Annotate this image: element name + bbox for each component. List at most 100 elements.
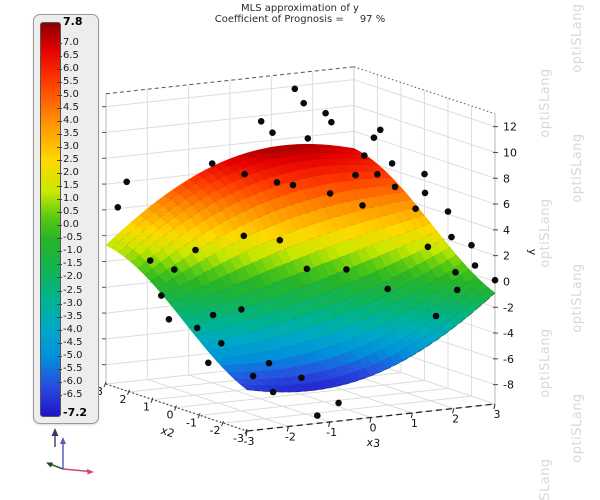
cop-value: 97 % [359, 14, 386, 25]
axis-triad-icon [46, 437, 94, 475]
colorbar-tick-mark [57, 186, 62, 188]
colorbar-tick-label: -5.0 [63, 349, 83, 361]
colorbar-tick-label: 4.5 [63, 102, 79, 114]
svg-text:-6: -6 [503, 353, 514, 366]
svg-text:x2: x2 [159, 424, 176, 441]
colorbar-tick-mark [57, 160, 62, 162]
colorbar-tick-label: -3.0 [63, 297, 83, 309]
colorbar-tick-mark [57, 225, 62, 227]
colorbar-tick-label: -0.5 [63, 232, 83, 244]
colorbar-tick-mark [57, 212, 62, 214]
scatter-points [114, 85, 499, 419]
colorbar-tick-label: 3.0 [63, 141, 79, 153]
colorbar-tick-mark [57, 55, 62, 57]
svg-text:1: 1 [143, 401, 150, 414]
colorbar-tick-mark [57, 303, 62, 305]
svg-text:12: 12 [503, 121, 517, 134]
cop-label: Coefficient of Prognosis = [214, 14, 344, 25]
colorbar-tick-mark [57, 355, 62, 357]
mls-surface [105, 143, 496, 393]
colorbar-tick-label: 5.5 [63, 75, 79, 87]
axis-labels: x2 x3 y [159, 249, 539, 450]
title-line2: Coefficient of Prognosis = 97 % [120, 14, 480, 25]
svg-text:-8: -8 [503, 379, 514, 392]
colorbar-tick-mark [57, 264, 62, 266]
colorbar-tick-label: 2.0 [63, 167, 79, 179]
svg-text:2: 2 [503, 250, 510, 263]
colorbar-tick-mark [57, 42, 62, 44]
colorbar-tick-label: 7.0 [63, 36, 79, 48]
svg-text:-2: -2 [503, 301, 514, 314]
colorbar-tick-label: -1.0 [63, 245, 83, 257]
svg-text:8: 8 [503, 172, 510, 185]
svg-text:-3: -3 [244, 435, 255, 448]
colorbar-tick-label: -6.5 [63, 388, 83, 400]
svg-text:1: 1 [411, 417, 418, 430]
svg-text:-1: -1 [186, 416, 197, 429]
svg-text:6: 6 [503, 198, 510, 211]
colorbar-tick-label: 1.5 [63, 180, 79, 192]
colorbar-tick-mark [57, 251, 62, 253]
svg-text:-4: -4 [503, 327, 514, 340]
svg-text:0: 0 [369, 422, 376, 435]
colorbar-tick-label: 7.8 [63, 15, 83, 28]
colorbar-tick-mark [57, 147, 62, 149]
colorbar-tick-label: 4.0 [63, 115, 79, 127]
colorbar-tick-label: -2.5 [63, 284, 83, 296]
svg-text:0: 0 [503, 275, 510, 288]
colorbar-tick-label: -4.0 [63, 323, 83, 335]
colorbar-tick-label: 1.0 [63, 193, 79, 205]
svg-text:-1: -1 [326, 426, 337, 439]
colorbar-tick-mark [57, 238, 62, 240]
colorbar-tick-label: -4.5 [63, 336, 83, 348]
svg-text:-2: -2 [285, 431, 296, 444]
colorbar-tick-label: -3.5 [63, 310, 83, 322]
colorbar-tick-mark [57, 68, 62, 70]
svg-text:3: 3 [493, 408, 500, 421]
colorbar-tick-mark [57, 381, 62, 383]
svg-text:10: 10 [503, 146, 517, 159]
colorbar-tick-label: 0.0 [63, 219, 79, 231]
colorbar-tick-label: 2.5 [63, 154, 79, 166]
colorbar-tick-mark [57, 342, 62, 344]
colorbar-tick-mark [57, 81, 62, 83]
svg-text:y: y [526, 249, 539, 256]
colorbar-tick-label: 5.0 [63, 88, 79, 100]
svg-text:3: 3 [96, 385, 103, 398]
colorbar-tick-label: -5.5 [63, 362, 83, 374]
svg-text:0: 0 [167, 409, 174, 422]
colorbar-tick-label: 6.0 [63, 62, 79, 74]
colorbar-tick-mark [57, 394, 62, 396]
colorbar-tick-label: 6.5 [63, 49, 79, 61]
colorbar-arrow-icon [51, 428, 59, 447]
colorbar-tick-mark [57, 316, 62, 318]
colorbar-tick-label: 3.5 [63, 128, 79, 140]
svg-text:2: 2 [452, 413, 459, 426]
svg-text:-3: -3 [233, 432, 244, 445]
colorbar-tick-mark [57, 94, 62, 96]
colorbar-tick-mark [57, 329, 62, 331]
colorbar-tick-mark [57, 368, 62, 370]
colorbar-gradient [40, 22, 61, 417]
svg-text:x3: x3 [366, 436, 381, 450]
colorbar-tick-label: -2.0 [63, 271, 83, 283]
colorbar-tick-mark [57, 199, 62, 201]
colorbar-tick-mark [57, 290, 62, 292]
plot-title: MLS approximation of y Coefficient of Pr… [120, 3, 480, 25]
colorbar-tick-label: -7.2 [63, 406, 88, 420]
colorbar-tick-label: -6.0 [63, 375, 83, 387]
svg-text:-2: -2 [210, 424, 221, 437]
colorbar-panel: 7.8 7.0 6.5 6.0 5.5 5.0 4.5 4.0 3.5 3.0 2.5 2.0 1.5 1… [33, 14, 99, 424]
svg-text:2: 2 [120, 393, 127, 406]
title-line1: MLS approximation of y [241, 3, 359, 14]
colorbar-tick-mark [57, 173, 62, 175]
colorbar-tick-mark [57, 121, 62, 123]
colorbar-tick-mark [57, 108, 62, 110]
colorbar-tick-mark [57, 277, 62, 279]
svg-text:4: 4 [503, 224, 510, 237]
colorbar-tick-mark [57, 134, 62, 136]
colorbar-tick-label: 0.5 [63, 206, 79, 218]
